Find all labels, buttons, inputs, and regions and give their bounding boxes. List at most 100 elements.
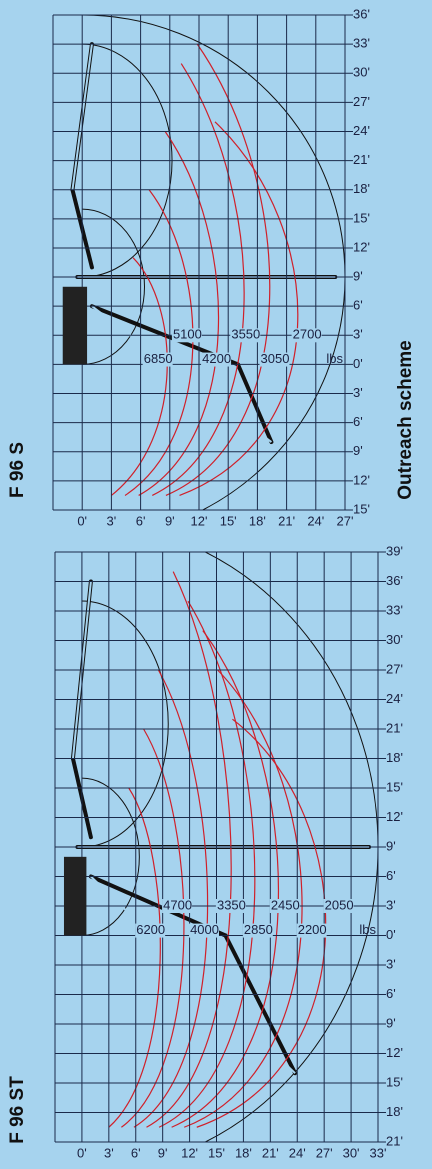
label-bg	[188, 923, 219, 938]
unit-label: lbs	[359, 922, 376, 937]
load-label: 3350	[217, 897, 246, 912]
y-tick-label: 6'	[353, 414, 363, 429]
y-tick-label: 0'	[386, 927, 396, 942]
load-label: 2450	[271, 897, 300, 912]
x-tick-label: 0'	[77, 513, 87, 528]
x-tick-label: 18'	[235, 1145, 252, 1160]
load-label: 3050	[261, 351, 290, 366]
chart-title: F 96 ST	[7, 1076, 28, 1144]
load-label: 4000	[190, 922, 219, 937]
load-curve	[108, 787, 161, 1128]
y-tick-label: 30'	[353, 65, 370, 80]
y-tick-label: 12'	[353, 472, 370, 487]
load-label: 2850	[244, 922, 273, 937]
x-tick-label: 12'	[191, 513, 208, 528]
x-tick-label: 6'	[131, 1145, 141, 1160]
y-tick-label: 24'	[386, 691, 403, 706]
boom-inner	[90, 875, 296, 1074]
y-tick-label: 24'	[353, 123, 370, 138]
label-bg	[296, 923, 327, 938]
x-tick-label: 24'	[289, 1145, 306, 1160]
y-tick-label: 3'	[386, 897, 396, 912]
chart-title: F 96 S	[7, 442, 28, 498]
y-tick-label: 27'	[353, 94, 370, 109]
x-tick-label: 9'	[165, 513, 175, 528]
x-tick-label: 21'	[262, 1145, 279, 1160]
load-label: 4200	[202, 351, 231, 366]
y-tick-label: 3'	[353, 385, 363, 400]
y-tick-label: 15'	[386, 779, 403, 794]
y-tick-label: 0'	[353, 356, 363, 371]
label-bg	[291, 328, 322, 343]
x-tick-label: 21'	[278, 513, 295, 528]
load-curve	[179, 121, 299, 497]
x-tick-label: 6'	[136, 513, 146, 528]
label-bg	[230, 328, 261, 343]
x-tick-label: 18'	[249, 513, 266, 528]
y-tick-label: 15'	[353, 501, 370, 516]
y-tick-label: 15'	[353, 210, 370, 225]
load-label: 3550	[231, 327, 260, 342]
boom-inner	[91, 305, 273, 443]
label-bg	[242, 923, 273, 938]
y-tick-label: 21'	[353, 152, 370, 167]
y-tick-label: 33'	[353, 36, 370, 51]
load-label: 4700	[163, 897, 192, 912]
load-label: 2200	[298, 922, 327, 937]
load-label: 6850	[144, 351, 173, 366]
x-tick-label: 27'	[316, 1145, 333, 1160]
crane-base	[62, 286, 88, 365]
y-tick-label: 15'	[386, 1074, 403, 1089]
x-tick-label: 0'	[77, 1145, 87, 1160]
load-label: 2700	[293, 327, 322, 342]
load-label: 5100	[173, 327, 202, 342]
y-tick-label: 3'	[353, 327, 363, 342]
load-curve	[152, 63, 245, 496]
y-tick-label: 18'	[386, 1104, 403, 1119]
y-tick-label: 39'	[386, 543, 403, 558]
y-tick-label: 3'	[386, 956, 396, 971]
label-bg	[135, 923, 166, 938]
y-tick-label: 6'	[353, 298, 363, 313]
y-tick-label: 6'	[386, 868, 396, 883]
x-tick-label: 15'	[220, 513, 237, 528]
inner-arc	[82, 208, 145, 365]
load-curve	[165, 43, 271, 496]
y-tick-label: 9'	[353, 443, 363, 458]
x-tick-label: 15'	[208, 1145, 225, 1160]
boom	[223, 933, 298, 1076]
x-tick-label: 3'	[107, 513, 117, 528]
x-tick-label: 3'	[104, 1145, 114, 1160]
y-tick-label: 18'	[386, 750, 403, 765]
y-tick-label: 33'	[386, 602, 403, 617]
label-bg	[142, 352, 173, 367]
y-tick-label: 12'	[386, 809, 403, 824]
x-tick-label: 9'	[158, 1145, 168, 1160]
side-label: Outreach scheme	[395, 340, 416, 499]
label-bg	[162, 899, 193, 913]
y-tick-label: 9'	[353, 268, 363, 283]
x-tick-label: 27'	[337, 513, 354, 528]
load-label: 6200	[136, 922, 165, 937]
y-tick-label: 12'	[386, 1045, 403, 1060]
y-tick-label: 36'	[353, 6, 370, 21]
y-tick-label: 21'	[386, 720, 403, 735]
y-tick-label: 18'	[353, 181, 370, 196]
load-curve	[121, 728, 185, 1128]
label-bg	[171, 328, 202, 343]
load-curve	[146, 571, 232, 1128]
label-bg	[201, 352, 232, 367]
load-curve	[111, 257, 168, 496]
y-tick-label: 21'	[386, 1133, 403, 1148]
x-tick-label: 12'	[181, 1145, 198, 1160]
y-tick-label: 27'	[386, 661, 403, 676]
load-curve	[133, 669, 209, 1128]
inner-arc	[81, 777, 140, 936]
boom	[235, 362, 274, 445]
label-bg	[269, 899, 300, 913]
x-tick-label: 30'	[343, 1145, 360, 1160]
label-bg	[323, 899, 354, 913]
y-tick-label: 6'	[386, 986, 396, 1001]
x-tick-label: 24'	[307, 513, 324, 528]
